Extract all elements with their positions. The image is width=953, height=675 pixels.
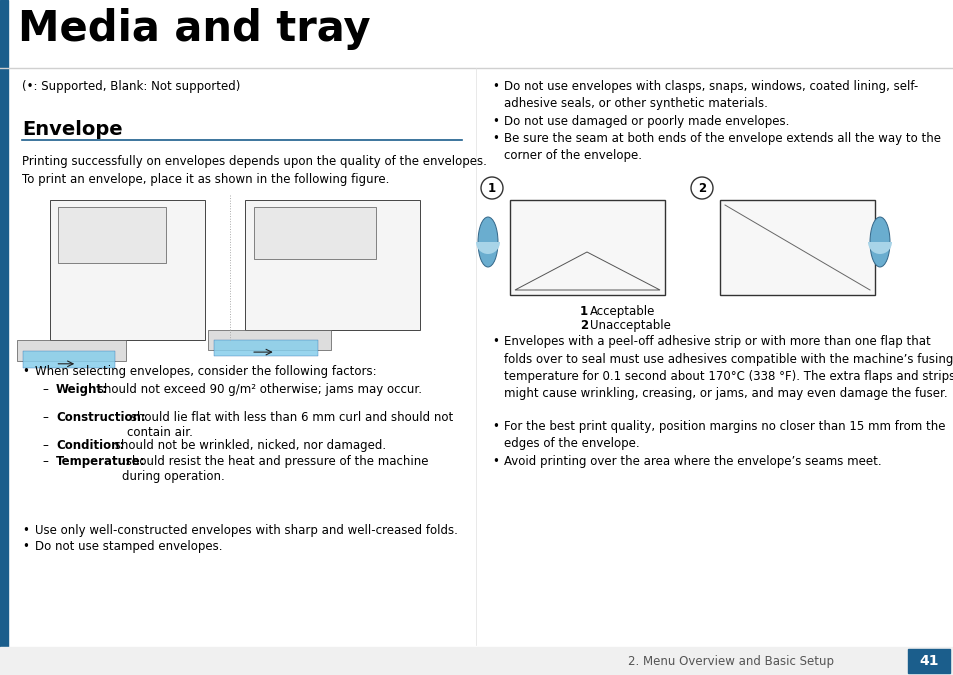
Text: For the best print quality, position margins no closer than 15 mm from the
edges: For the best print quality, position mar… <box>503 420 944 450</box>
Text: •: • <box>22 524 29 537</box>
Wedge shape <box>867 242 891 254</box>
Bar <box>0 647 953 675</box>
Text: •: • <box>492 455 498 468</box>
Text: Unacceptable: Unacceptable <box>589 319 670 332</box>
Bar <box>17 340 126 361</box>
Bar <box>907 649 949 673</box>
Text: •: • <box>22 365 29 378</box>
Text: –: – <box>42 439 48 452</box>
Text: •: • <box>492 132 498 145</box>
Text: Do not use envelopes with clasps, snaps, windows, coated lining, self-
adhesive : Do not use envelopes with clasps, snaps,… <box>503 80 918 111</box>
Text: should not exceed 90 g/m² otherwise; jams may occur.: should not exceed 90 g/m² otherwise; jam… <box>94 383 422 396</box>
Text: Do not use stamped envelopes.: Do not use stamped envelopes. <box>35 540 222 553</box>
Text: Temperature:: Temperature: <box>56 455 146 468</box>
Wedge shape <box>476 242 499 254</box>
Text: Be sure the seam at both ends of the envelope extends all the way to the
corner : Be sure the seam at both ends of the env… <box>503 132 940 163</box>
Text: Acceptable: Acceptable <box>589 305 655 318</box>
Bar <box>510 200 664 295</box>
Text: •: • <box>492 80 498 93</box>
Text: •: • <box>22 540 29 553</box>
Text: To print an envelope, place it as shown in the following figure.: To print an envelope, place it as shown … <box>22 173 389 186</box>
Text: Construction:: Construction: <box>56 411 146 424</box>
Text: –: – <box>42 383 48 396</box>
Bar <box>23 351 115 368</box>
Text: Media and tray: Media and tray <box>18 8 370 50</box>
Text: •: • <box>492 335 498 348</box>
Ellipse shape <box>869 217 889 267</box>
Text: should lie flat with less than 6 mm curl and should not
contain air.: should lie flat with less than 6 mm curl… <box>128 411 454 439</box>
Text: •: • <box>492 420 498 433</box>
Circle shape <box>480 177 502 199</box>
Text: Envelope: Envelope <box>22 120 123 139</box>
Bar <box>253 207 375 259</box>
Text: Envelopes with a peel-off adhesive strip or with more than one flap that
folds o: Envelopes with a peel-off adhesive strip… <box>503 335 953 400</box>
Text: 1: 1 <box>579 305 587 318</box>
Ellipse shape <box>477 217 497 267</box>
Bar <box>720 200 874 295</box>
Text: 2: 2 <box>698 182 705 194</box>
Circle shape <box>690 177 712 199</box>
Text: –: – <box>42 411 48 424</box>
Text: (•: Supported, Blank: Not supported): (•: Supported, Blank: Not supported) <box>22 80 240 93</box>
Text: When selecting envelopes, consider the following factors:: When selecting envelopes, consider the f… <box>35 365 376 378</box>
Text: should resist the heat and pressure of the machine
during operation.: should resist the heat and pressure of t… <box>122 455 428 483</box>
Text: 2. Menu Overview and Basic Setup: 2. Menu Overview and Basic Setup <box>627 655 833 668</box>
Text: 41: 41 <box>919 654 938 668</box>
Text: 1: 1 <box>487 182 496 194</box>
Bar <box>58 207 166 263</box>
Text: •: • <box>492 115 498 128</box>
Bar <box>214 340 318 356</box>
Text: Weight:: Weight: <box>56 383 108 396</box>
Text: Condition:: Condition: <box>56 439 124 452</box>
Text: –: – <box>42 455 48 468</box>
Text: Use only well-constructed envelopes with sharp and well-creased folds.: Use only well-constructed envelopes with… <box>35 524 457 537</box>
Text: Do not use damaged or poorly made envelopes.: Do not use damaged or poorly made envelo… <box>503 115 788 128</box>
Bar <box>208 330 331 350</box>
Bar <box>50 200 205 340</box>
Text: should not be wrinkled, nicked, nor damaged.: should not be wrinkled, nicked, nor dama… <box>111 439 386 452</box>
Text: Avoid printing over the area where the envelope’s seams meet.: Avoid printing over the area where the e… <box>503 455 881 468</box>
Text: Printing successfully on envelopes depends upon the quality of the envelopes.: Printing successfully on envelopes depen… <box>22 155 486 168</box>
Bar <box>245 200 419 330</box>
Text: 2: 2 <box>579 319 587 332</box>
Bar <box>0 0 8 675</box>
